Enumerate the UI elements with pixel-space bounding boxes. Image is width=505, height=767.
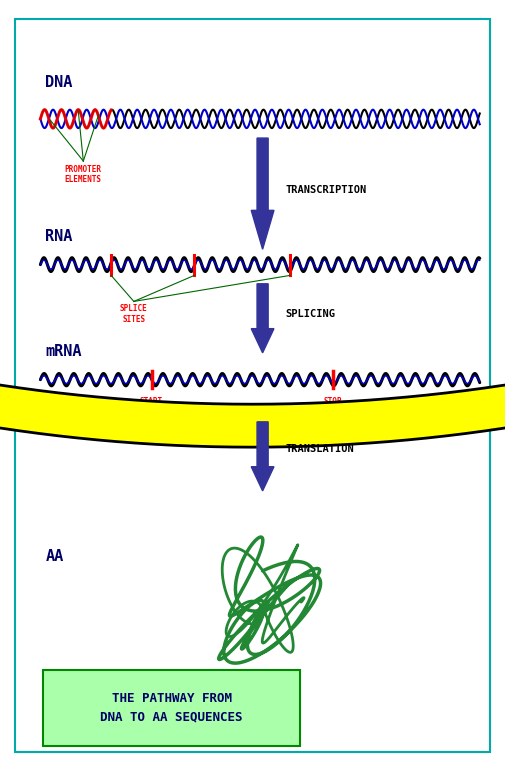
- Text: STOP
CODON: STOP CODON: [322, 397, 345, 416]
- Text: SPLICING: SPLICING: [285, 309, 335, 320]
- FancyBboxPatch shape: [43, 670, 300, 746]
- Text: TRANSCRIPTION: TRANSCRIPTION: [285, 185, 367, 195]
- Text: START
CODON: START CODON: [140, 397, 163, 416]
- Text: SPLICE
SITES: SPLICE SITES: [120, 304, 147, 324]
- Text: THE PATHWAY FROM
DNA TO AA SEQUENCES: THE PATHWAY FROM DNA TO AA SEQUENCES: [100, 692, 243, 724]
- Polygon shape: [251, 284, 274, 353]
- Text: PROMOTER
ELEMENTS: PROMOTER ELEMENTS: [65, 165, 102, 184]
- Polygon shape: [251, 138, 274, 249]
- Text: AA: AA: [45, 548, 64, 564]
- Text: mRNA: mRNA: [45, 344, 82, 359]
- Text: RNA: RNA: [45, 229, 73, 244]
- Text: TRANSLATION: TRANSLATION: [285, 443, 354, 454]
- Text: DNA: DNA: [45, 74, 73, 90]
- Polygon shape: [251, 422, 274, 491]
